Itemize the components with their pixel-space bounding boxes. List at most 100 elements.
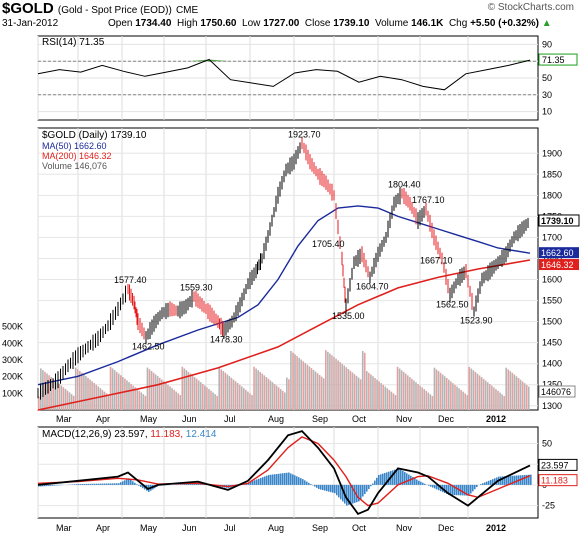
volume-bar (167, 384, 169, 410)
macd-histogram-bar (522, 475, 524, 485)
volume-bar (331, 355, 333, 410)
macd-histogram-bar (116, 483, 118, 485)
volume-bar (273, 383, 276, 410)
volume-bar (228, 376, 231, 410)
chg-value: +5.50 (+0.32%) (470, 18, 540, 29)
macd-histogram-bar (308, 482, 310, 485)
macd-histogram-bar (40, 484, 42, 487)
macd-tick-label: -25 (542, 501, 555, 511)
macd-histogram-bar (452, 484, 454, 496)
macd-histogram-bar (188, 483, 190, 485)
macd-histogram-bar (378, 474, 380, 485)
volume-bar (138, 390, 141, 410)
volume-bar (308, 366, 311, 410)
price-annotation: 1559.30 (180, 283, 213, 293)
volume-bar (495, 389, 497, 410)
macd-histogram-bar (98, 483, 100, 485)
volume-bar (197, 380, 200, 410)
macd-histogram-bar (468, 484, 470, 496)
macd-histogram-bar (288, 472, 290, 485)
volume-bar (513, 374, 516, 410)
macd-histogram-bar (494, 478, 496, 485)
macd-histogram-bar (332, 484, 334, 493)
volume-bar (343, 365, 346, 410)
volume-bar (83, 374, 85, 410)
volume-bar (52, 378, 54, 410)
macd-histogram-bar (368, 484, 370, 490)
macd-histogram-bar (530, 474, 532, 485)
macd-histogram-bar (274, 474, 276, 485)
macd-histogram-bar (490, 479, 492, 485)
volume-bar (154, 374, 157, 410)
macd-histogram-bar (484, 482, 486, 485)
volume-bar (478, 375, 481, 410)
macd-histogram-bar (300, 478, 302, 485)
exchange: CME (175, 5, 199, 16)
volume-bar (146, 367, 149, 410)
macd-histogram-bar (80, 484, 82, 485)
volume-bar (97, 386, 100, 410)
macd-histogram-bar (432, 484, 434, 488)
volume-bar (351, 372, 354, 410)
volume-bar (236, 383, 239, 410)
volume-bar (193, 377, 196, 410)
macd-histogram-bar (56, 484, 58, 486)
volume-bar (290, 350, 292, 410)
volume-bar (179, 395, 182, 410)
volume-bar (93, 382, 95, 410)
volume-bar (251, 395, 253, 410)
macd-histogram-bar (134, 482, 136, 485)
macd-histogram-bar (482, 483, 484, 485)
volume-bar (275, 385, 278, 410)
volume-bar (202, 383, 204, 410)
volume-bar (435, 369, 438, 410)
volume-bar (396, 366, 399, 410)
volume-bar (115, 371, 118, 410)
macd-histogram-bar (184, 484, 186, 485)
rsi-title: RSI(14) 71.35 (42, 37, 105, 48)
macd-histogram-bar (504, 476, 506, 485)
macd-histogram-bar (86, 483, 88, 485)
volume-bar (445, 377, 448, 410)
price-tick-label: 1450 (542, 338, 562, 348)
volume-bar (224, 372, 227, 410)
volume-bar (325, 350, 327, 410)
volume-bar (191, 375, 194, 410)
macd-x-tick-label: Aug (268, 523, 284, 533)
macd-histogram-bar (472, 484, 474, 492)
price-tick-label: 1550 (542, 296, 562, 306)
macd-histogram-bar (292, 474, 294, 485)
volume-bar (70, 394, 73, 410)
macd-histogram-bar (94, 483, 96, 485)
price-annotation: 1667.10 (420, 255, 453, 265)
macd-histogram-bar (192, 483, 194, 485)
macd-histogram-bar (380, 474, 382, 485)
signal-value-label: 11.183 (541, 476, 568, 486)
volume-bar (333, 356, 335, 410)
macd-histogram-bar (52, 484, 54, 486)
volume-bar (527, 386, 530, 410)
macd-histogram-bar (266, 475, 268, 485)
volume-bar (195, 378, 198, 410)
volume-bar (521, 381, 524, 410)
macd-histogram-bar (342, 484, 344, 502)
macd-histogram-bar (456, 484, 458, 496)
volume-bar (376, 379, 378, 410)
macd-histogram-bar (54, 484, 56, 486)
price-x-tick-label: Jun (182, 414, 197, 424)
volume-bar (345, 367, 348, 410)
price-annotation: 1577.40 (114, 275, 147, 285)
volume-bar (357, 377, 360, 410)
macd-histogram-bar (74, 484, 76, 485)
volume-bar (464, 393, 466, 410)
macd-histogram-bar (180, 484, 182, 485)
brand-watermark: © StockCharts.com (487, 2, 574, 13)
macd-histogram-bar (394, 469, 396, 485)
macd-histogram-bar (406, 473, 408, 485)
macd-histogram-bar (476, 484, 478, 488)
volume-bar (470, 368, 473, 410)
volume-bar (304, 362, 307, 410)
macd-histogram-bar (356, 484, 358, 503)
volume-bar (292, 352, 294, 410)
volume-bar (222, 371, 225, 410)
